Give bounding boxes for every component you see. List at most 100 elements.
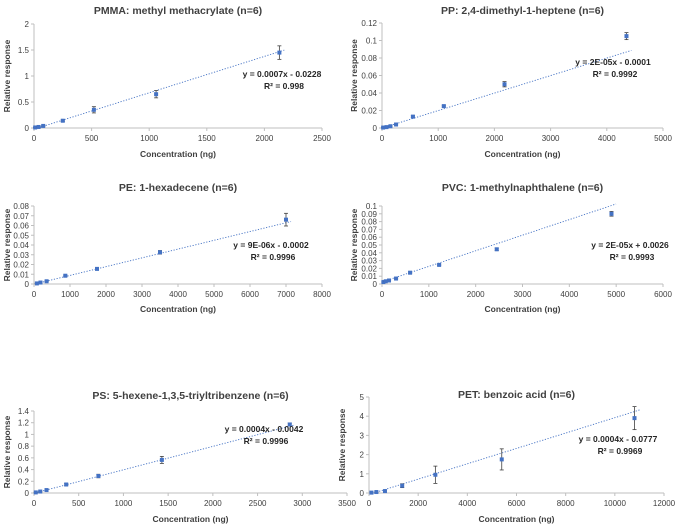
data-point xyxy=(441,104,446,109)
y-tick-label: 0.2 xyxy=(18,477,30,486)
y-tick-label: 0.01 xyxy=(361,272,377,281)
y-tick-label: 1 xyxy=(25,72,30,81)
trendline-equation: y = 0.0007x - 0.0228 xyxy=(243,69,322,79)
y-tick-label: 3 xyxy=(360,431,365,440)
data-point xyxy=(64,482,69,487)
y-tick-label: 0.1 xyxy=(366,37,378,46)
x-tick-label: 4000 xyxy=(598,134,616,143)
data-point xyxy=(41,123,46,128)
y-axis-label: Relative response xyxy=(2,415,12,488)
data-point xyxy=(159,457,164,462)
chart-pmma: PMMA: methyl methacrylate (n=6) 0 500 1000 1… xyxy=(2,5,331,159)
data-point xyxy=(38,280,43,285)
y-tick-label: 0.04 xyxy=(13,241,29,250)
chart-title: PET: benzoic acid (n=6) xyxy=(458,389,575,401)
data-point xyxy=(624,34,629,39)
chart-title: PMMA: methyl methacrylate (n=6) xyxy=(94,5,262,17)
x-tick-label: 2500 xyxy=(249,499,267,508)
x-tick-label: 0 xyxy=(32,290,37,299)
x-tick-label: 5000 xyxy=(607,290,625,299)
x-tick-label: 3000 xyxy=(133,290,151,299)
x-tick-label: 2000 xyxy=(409,499,427,508)
y-tick-label: 0 xyxy=(25,124,30,133)
y-tick-label: 1 xyxy=(25,430,30,439)
r-squared-label: R² = 0.9992 xyxy=(593,69,638,79)
x-axis-label: Concentration (ng) xyxy=(484,149,560,159)
data-point xyxy=(277,50,282,55)
x-tick-label: 6000 xyxy=(654,290,672,299)
y-tick-label: 0 xyxy=(360,489,365,498)
y-tick-label: 1.4 xyxy=(18,407,30,416)
x-tick-label: 4000 xyxy=(560,290,578,299)
x-tick-label: 5000 xyxy=(654,134,672,143)
y-tick-label: 0.06 xyxy=(13,222,29,231)
data-point xyxy=(394,122,399,127)
y-tick-label: 0.05 xyxy=(13,231,29,240)
r-squared-label: R² = 0.9996 xyxy=(244,436,289,446)
chart-pe: PE: 1-hexadecene (n=6) 0 1000 2000 3000 4000 5… xyxy=(2,182,331,314)
y-tick-label: 0 xyxy=(25,489,30,498)
data-point xyxy=(394,276,399,281)
y-axis-label: Relative response xyxy=(2,208,12,281)
y-tick-label: 0.03 xyxy=(13,251,29,260)
y-tick-label: 0.08 xyxy=(361,54,377,63)
data-point xyxy=(33,490,38,495)
chart-title: PP: 2,4-dimethyl-1-heptene (n=6) xyxy=(441,5,604,17)
x-tick-label: 1000 xyxy=(429,134,447,143)
chart-ps: PS: 5-hexene-1,3,5-triyltribenzene (n=6)… xyxy=(2,390,356,524)
data-point xyxy=(374,490,379,495)
x-tick-label: 7000 xyxy=(277,290,295,299)
y-axis-label: Relative response xyxy=(2,39,12,112)
x-tick-label: 2000 xyxy=(486,134,504,143)
y-tick-label: 0.1 xyxy=(366,202,378,211)
y-tick-label: 0.02 xyxy=(361,107,377,116)
r-squared-label: R² = 0.9969 xyxy=(598,446,643,456)
y-tick-label: 0 xyxy=(373,124,378,133)
chart-title: PE: 1-hexadecene (n=6) xyxy=(119,182,237,194)
x-tick-label: 1500 xyxy=(159,499,177,508)
x-tick-label: 4000 xyxy=(169,290,187,299)
data-point xyxy=(381,280,386,285)
data-point xyxy=(44,279,49,284)
r-squared-label: R² = 0.9996 xyxy=(251,252,296,262)
trendline xyxy=(381,203,617,283)
x-tick-label: 12000 xyxy=(653,499,676,508)
data-point xyxy=(609,211,614,216)
x-axis-label: Concentration (ng) xyxy=(478,514,554,524)
data-point xyxy=(433,472,438,477)
data-point xyxy=(91,107,96,112)
x-tick-label: 2000 xyxy=(97,290,115,299)
data-point xyxy=(382,489,387,494)
y-tick-label: 5 xyxy=(360,393,365,402)
y-tick-label: 1.5 xyxy=(18,46,30,55)
data-point xyxy=(369,490,374,495)
data-point xyxy=(60,118,65,123)
y-axis-label: Relative response xyxy=(349,208,359,281)
data-point xyxy=(284,217,288,222)
y-tick-label: 0.06 xyxy=(361,72,377,81)
y-tick-label: 0.06 xyxy=(361,233,377,242)
data-point xyxy=(410,114,415,119)
data-point xyxy=(632,416,637,421)
r-squared-label: R² = 0.9993 xyxy=(610,252,655,262)
data-point xyxy=(499,457,504,462)
data-point xyxy=(95,266,99,271)
x-tick-label: 5000 xyxy=(205,290,223,299)
y-tick-label: 1 xyxy=(360,470,365,479)
x-tick-label: 0 xyxy=(32,499,37,508)
x-tick-label: 0 xyxy=(32,134,37,143)
data-point xyxy=(287,422,292,427)
x-tick-label: 1000 xyxy=(140,134,158,143)
y-tick-label: 0.04 xyxy=(361,89,377,98)
data-point xyxy=(34,281,39,286)
x-tick-label: 8000 xyxy=(557,499,575,508)
y-axis-label: Relative response xyxy=(349,39,359,112)
r-squared-label: R² = 0.998 xyxy=(264,81,304,91)
trendline-equation: y = 2E-05x - 0.0001 xyxy=(575,57,651,67)
data-point xyxy=(96,474,101,479)
x-tick-label: 8000 xyxy=(313,290,331,299)
x-tick-label: 1000 xyxy=(420,290,438,299)
x-tick-label: 1500 xyxy=(198,134,216,143)
y-tick-label: 4 xyxy=(360,412,365,421)
